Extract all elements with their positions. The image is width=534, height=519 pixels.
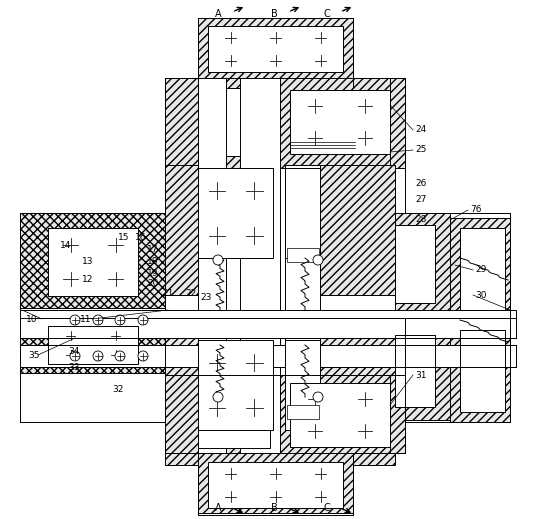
Text: 21: 21 [162, 289, 174, 297]
Circle shape [115, 351, 125, 361]
Bar [287, 248, 319, 262]
Text: 28: 28 [415, 215, 426, 225]
Bar [450, 218, 510, 320]
Text: 27: 27 [415, 196, 426, 204]
Bar [320, 165, 395, 295]
Bar [460, 330, 505, 412]
Bar [240, 78, 280, 453]
Bar [198, 88, 270, 156]
Bar [287, 405, 319, 419]
Bar [165, 335, 198, 465]
Bar [48, 228, 138, 296]
Bar [198, 380, 270, 448]
Bar [390, 375, 405, 453]
Bar [395, 213, 450, 313]
Bar [198, 18, 353, 80]
Bar [285, 165, 320, 360]
Text: 76: 76 [470, 206, 482, 214]
Bar [20, 213, 165, 308]
Text: A: A [215, 503, 222, 513]
Circle shape [93, 351, 103, 361]
Text: 18: 18 [147, 257, 159, 266]
Bar [285, 340, 320, 430]
Text: 24: 24 [415, 126, 426, 134]
Text: A: A [215, 9, 222, 19]
Text: 22: 22 [185, 289, 197, 297]
Bar [198, 340, 273, 430]
Text: 26: 26 [415, 179, 426, 187]
Circle shape [138, 351, 148, 361]
Text: 17: 17 [147, 245, 159, 254]
Bar [285, 168, 320, 258]
Bar [198, 453, 353, 513]
Circle shape [70, 351, 80, 361]
Text: 20: 20 [147, 280, 159, 289]
Text: C: C [323, 9, 330, 19]
Circle shape [213, 392, 223, 402]
Text: 10: 10 [26, 315, 37, 323]
Bar [390, 78, 405, 168]
Bar [290, 90, 390, 154]
Text: 15: 15 [118, 234, 130, 242]
Bar [198, 78, 226, 453]
Text: C: C [323, 503, 330, 513]
Bar [198, 168, 273, 258]
Bar [208, 26, 343, 72]
Circle shape [313, 392, 323, 402]
Circle shape [138, 315, 148, 325]
Circle shape [213, 255, 223, 265]
Text: 33: 33 [68, 363, 80, 373]
Circle shape [70, 315, 80, 325]
Text: B: B [271, 503, 278, 513]
Text: 34: 34 [68, 348, 80, 357]
Text: 14: 14 [60, 240, 72, 250]
Bar [450, 320, 510, 422]
Text: 16: 16 [135, 234, 146, 242]
Bar [165, 375, 405, 453]
Text: B: B [271, 9, 278, 19]
Text: 12: 12 [82, 276, 93, 284]
Text: 19: 19 [147, 269, 159, 279]
Text: 31: 31 [415, 371, 427, 379]
Bar [208, 462, 343, 508]
Bar [48, 326, 138, 364]
Bar [395, 320, 450, 420]
Circle shape [93, 315, 103, 325]
Bar [165, 78, 405, 168]
Bar [20, 310, 516, 338]
Text: 32: 32 [112, 386, 123, 394]
Text: 25: 25 [415, 145, 426, 155]
Bar [395, 225, 435, 303]
Bar [165, 165, 198, 295]
Bar [20, 345, 516, 367]
Bar [290, 383, 390, 447]
Text: 29: 29 [475, 266, 486, 275]
Text: 23: 23 [200, 294, 211, 303]
Text: 11: 11 [80, 315, 91, 323]
Text: 35: 35 [28, 350, 40, 360]
Circle shape [115, 315, 125, 325]
Text: 13: 13 [82, 257, 93, 266]
Text: 30: 30 [475, 291, 486, 299]
Circle shape [313, 255, 323, 265]
Bar [395, 335, 435, 407]
Bar [20, 318, 165, 373]
Bar [460, 228, 505, 310]
Bar [320, 335, 395, 465]
